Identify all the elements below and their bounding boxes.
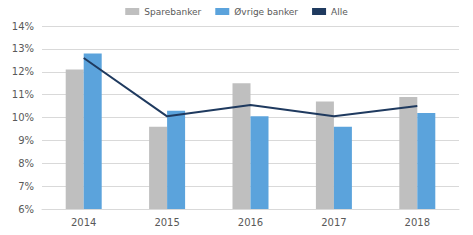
svg-text:2014: 2014 xyxy=(71,217,96,228)
svg-text:12%: 12% xyxy=(12,66,34,77)
svg-text:7%: 7% xyxy=(18,181,34,192)
svg-text:8%: 8% xyxy=(18,158,34,169)
svg-text:Sparebanker: Sparebanker xyxy=(144,7,201,17)
svg-text:2016: 2016 xyxy=(238,217,263,228)
svg-text:10%: 10% xyxy=(12,112,34,123)
svg-text:Øvrige banker: Øvrige banker xyxy=(234,7,298,17)
svg-text:9%: 9% xyxy=(18,135,34,146)
svg-text:11%: 11% xyxy=(12,89,34,100)
svg-text:13%: 13% xyxy=(12,43,34,54)
svg-text:14%: 14% xyxy=(12,21,34,32)
svg-text:2018: 2018 xyxy=(405,217,430,228)
svg-text:Alle: Alle xyxy=(331,7,348,17)
svg-text:2017: 2017 xyxy=(321,217,346,228)
svg-text:2015: 2015 xyxy=(154,217,179,228)
svg-text:6%: 6% xyxy=(18,204,34,215)
